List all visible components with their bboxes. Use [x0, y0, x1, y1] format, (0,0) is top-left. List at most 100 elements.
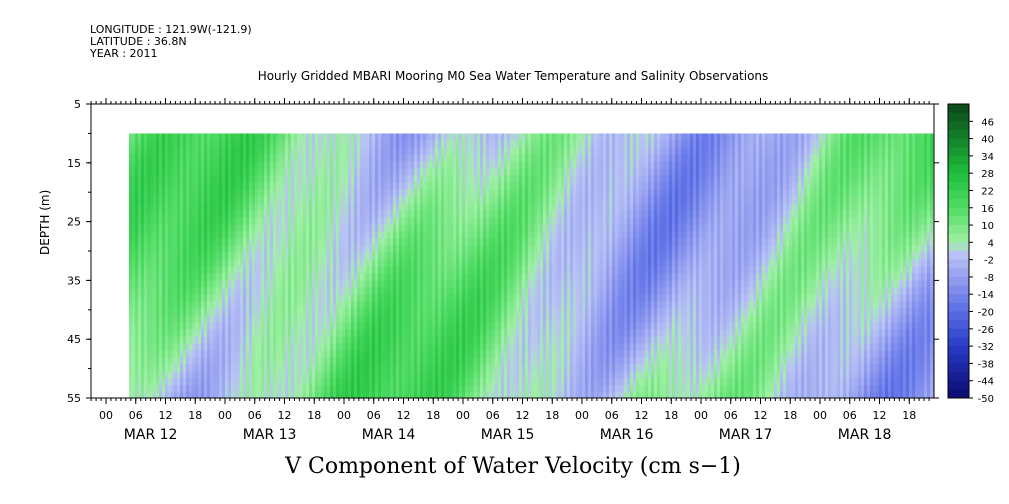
colorbar-band	[948, 346, 969, 356]
x-hour-label: 18	[307, 409, 321, 422]
x-date-label: MAR 13	[243, 427, 297, 443]
colorbar-label: 22	[981, 186, 994, 197]
y-tick-label: 45	[67, 333, 81, 346]
x-hour-label: 00	[456, 409, 470, 422]
colorbar-band	[948, 251, 969, 261]
x-hour-label: 12	[516, 409, 530, 422]
x-hour-label: 18	[545, 409, 559, 422]
colorbar-label: 28	[981, 169, 994, 180]
colorbar-band	[948, 302, 969, 313]
colorbar-label: -14	[978, 290, 994, 301]
colorbar-label: -38	[978, 359, 994, 370]
colorbar-band	[948, 129, 969, 140]
colorbar-band	[948, 173, 969, 183]
colorbar-band	[948, 207, 969, 217]
x-hour-label: 06	[843, 409, 857, 422]
x-axis-title: V Component of Water Velocity (cm s−1)	[285, 454, 741, 479]
colorbar-band	[948, 181, 969, 191]
colorbar-band	[948, 363, 969, 373]
chart-title: Hourly Gridded MBARI Mooring M0 Sea Wate…	[257, 69, 769, 83]
longitude-label: LONGITUDE : 121.9W(-121.9)	[90, 23, 252, 36]
colorbar-band	[948, 276, 969, 287]
colorbar-band	[948, 138, 969, 148]
colorbar-frame	[947, 103, 970, 399]
colorbar-band	[948, 104, 969, 114]
colorbar-label: 16	[981, 204, 994, 215]
latitude-label: LATITUDE : 36.8N	[90, 35, 187, 48]
colorbar-band	[948, 155, 969, 166]
colorbar-label: 40	[981, 135, 994, 146]
colorbar-band	[948, 294, 969, 304]
colorbar-band	[948, 121, 969, 131]
x-hour-label: 00	[575, 409, 589, 422]
x-hour-label: 18	[902, 409, 916, 422]
colorbar-band	[948, 190, 969, 200]
colorbar-band	[948, 225, 969, 235]
colorbar-band	[948, 216, 969, 226]
colorbar-label: -50	[978, 394, 994, 405]
x-hour-label: 18	[188, 409, 202, 422]
colorbar-band	[948, 354, 969, 364]
x-hour-label: 06	[486, 409, 500, 422]
colorbar-band	[948, 320, 969, 330]
colorbar-band	[948, 311, 969, 321]
colorbar-label: 4	[988, 238, 994, 249]
x-hour-label: 06	[248, 409, 262, 422]
x-hour-label: 06	[724, 409, 738, 422]
colorbar-band	[948, 337, 969, 347]
x-date-label: MAR 15	[481, 427, 535, 443]
colorbar-label: -44	[978, 377, 994, 388]
x-hour-label: 18	[664, 409, 678, 422]
colorbar-band	[948, 380, 969, 390]
colorbar-band	[948, 233, 969, 243]
x-hour-label: 00	[218, 409, 232, 422]
x-hour-label: 12	[159, 409, 173, 422]
colorbar-band	[948, 268, 969, 278]
colorbar-label: 10	[981, 221, 994, 232]
x-hour-label: 12	[873, 409, 887, 422]
colorbar-label: -32	[978, 342, 994, 353]
x-date-label: MAR 18	[838, 427, 892, 443]
y-tick-label: 25	[67, 216, 81, 229]
colorbar-label: -26	[978, 325, 994, 336]
colorbar-band	[948, 372, 969, 382]
colorbar-band	[948, 242, 969, 252]
colorbar-band	[948, 164, 969, 174]
colorbar-label: -20	[978, 308, 994, 319]
x-hour-label: 06	[367, 409, 381, 422]
x-hour-label: 12	[635, 409, 649, 422]
y-tick-label: 5	[74, 98, 81, 111]
heatmap-field	[129, 133, 934, 398]
x-hour-label: 12	[278, 409, 292, 422]
colorbar-label: 34	[981, 152, 994, 163]
x-date-label: MAR 12	[124, 427, 178, 443]
x-date-label: MAR 16	[600, 427, 654, 443]
colorbar-band	[948, 147, 969, 157]
colorbar-label: -8	[984, 273, 994, 284]
y-tick-label: 35	[67, 274, 81, 287]
x-hour-label: 06	[605, 409, 619, 422]
colorbar-label: 46	[981, 117, 994, 128]
x-hour-label: 18	[783, 409, 797, 422]
y-tick-label: 15	[67, 157, 81, 170]
colorbar-label: -2	[984, 256, 994, 267]
x-hour-label: 00	[813, 409, 827, 422]
x-date-label: MAR 14	[362, 427, 416, 443]
colorbar-band	[948, 199, 969, 209]
colorbar-band	[948, 328, 969, 338]
colorbar-band	[948, 112, 969, 122]
y-tick-label: 55	[67, 392, 81, 405]
year-label: YEAR : 2011	[90, 47, 158, 60]
x-hour-label: 00	[337, 409, 351, 422]
colorbar-band	[948, 285, 969, 295]
x-hour-label: 12	[397, 409, 411, 422]
x-hour-label: 06	[129, 409, 143, 422]
x-date-label: MAR 17	[719, 427, 773, 443]
colorbar-band	[948, 259, 969, 269]
colorbar-band	[948, 389, 969, 399]
x-hour-label: 18	[426, 409, 440, 422]
x-hour-label: 00	[694, 409, 708, 422]
x-hour-label: 12	[754, 409, 768, 422]
x-hour-label: 00	[99, 409, 113, 422]
